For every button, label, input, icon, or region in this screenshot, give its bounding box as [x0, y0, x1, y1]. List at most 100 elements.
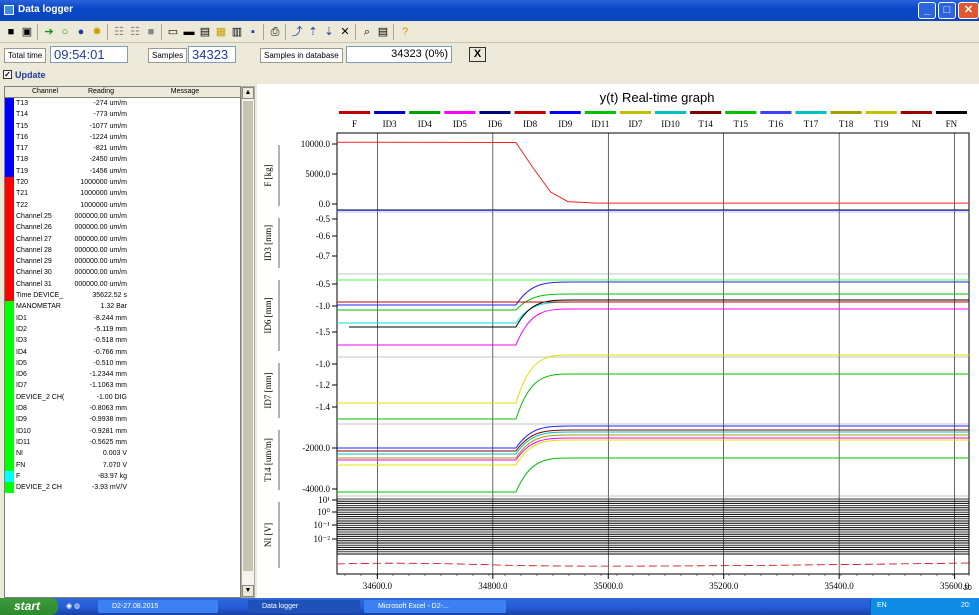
table-row[interactable]: T20 1000000 um/m — [5, 177, 240, 189]
language-indicator[interactable]: EN — [877, 602, 887, 609]
start-button[interactable]: start — [0, 598, 58, 615]
table-row[interactable]: F -83.97 kg — [5, 470, 240, 483]
settings-sun-icon[interactable]: ✹ — [92, 26, 102, 38]
quick-launch[interactable]: ◉ ◍ — [66, 603, 81, 610]
table-row[interactable]: T14 -773 um/m — [5, 109, 240, 121]
table-row[interactable]: ID9 -0.9938 mm — [5, 414, 240, 426]
channel-color-swatch — [5, 482, 14, 494]
task-data-logger[interactable]: Data logger — [248, 600, 360, 613]
window-icon[interactable]: ▣ — [21, 26, 33, 38]
maximize-button[interactable]: □ — [938, 2, 956, 19]
scroll-up-arrow-icon[interactable]: ▲ — [242, 87, 254, 99]
data-icon[interactable]: ▦ — [215, 26, 227, 38]
toolbar-separator — [263, 24, 264, 40]
channel-reading: 35622.52 s — [92, 292, 127, 300]
channel-name: T18 — [16, 156, 29, 164]
update-label[interactable]: Update — [15, 70, 46, 80]
column-header-channel[interactable]: Channel — [31, 88, 59, 95]
trend-icon[interactable]: ⤴ — [291, 26, 303, 38]
y-axis-label: ID7 [mm] — [263, 372, 273, 408]
save-icon[interactable]: ▪ — [251, 26, 255, 38]
update-checkbox[interactable]: ✓ — [3, 70, 12, 79]
chart-icon[interactable]: ▥ — [231, 26, 243, 38]
channel-reading: -821 um/m — [93, 145, 127, 153]
channel-name: T20 — [16, 179, 29, 187]
task-d2-folder[interactable]: D2-27.08.2015 — [98, 600, 218, 613]
stop-square-icon[interactable]: ■ — [7, 26, 15, 38]
table-row[interactable]: ID4 -0.766 mm — [5, 346, 240, 358]
legend-swatch — [549, 111, 581, 114]
table-row[interactable]: Channel 29 000000.00 um/m — [5, 256, 240, 268]
table-row[interactable]: T22 1000000 um/m — [5, 199, 240, 211]
table-row[interactable]: Channel 27 000000.00 um/m — [5, 233, 240, 245]
table-row[interactable]: DEVICE_2 CH -3.93 mV/V — [5, 482, 240, 494]
circle-icon[interactable]: ○ — [61, 26, 69, 38]
up-arrow-icon[interactable]: ⇡ — [308, 26, 318, 38]
minimize-button[interactable]: _ — [918, 2, 936, 19]
legend-swatch — [444, 111, 476, 114]
table-row[interactable]: NI 0.003 V — [5, 448, 240, 460]
table-row[interactable]: T17 -821 um/m — [5, 143, 240, 155]
table-row[interactable]: ID3 -0.518 mm — [5, 335, 240, 347]
table-row[interactable]: Channel 25 000000.00 um/m — [5, 210, 240, 223]
record-dot-icon[interactable]: ● — [77, 26, 85, 38]
channel-color-swatch — [5, 369, 14, 381]
task-microsoft-excel[interactable]: Microsoft Excel - D2-... — [364, 600, 506, 613]
table-row[interactable]: Time DEVICE_ 35622.52 s — [5, 290, 240, 302]
channel-reading: -3.93 mV/V — [91, 484, 127, 492]
table-row[interactable]: FN 7.070 V — [5, 459, 240, 471]
channel-color-swatch — [5, 425, 14, 437]
channel-reading: -1456 um/m — [89, 167, 127, 175]
table-row[interactable]: ID10 -0.9281 mm — [5, 425, 240, 437]
help-icon[interactable]: ? — [401, 26, 409, 38]
channel-name: F — [16, 472, 21, 480]
table-row[interactable]: Channel 26 000000.00 um/m — [5, 222, 240, 234]
table-scrollbar[interactable]: ▲ ▼ — [241, 86, 255, 598]
table-row[interactable]: T21 1000000 um/m — [5, 188, 240, 200]
print-icon[interactable]: ⎙ — [270, 26, 280, 38]
arrow-right-icon[interactable]: ➔ — [44, 26, 54, 38]
table-row[interactable]: T16 -1224 um/m — [5, 131, 240, 144]
zoom-icon[interactable]: ⌕ — [363, 26, 371, 38]
scroll-down-arrow-icon[interactable]: ▼ — [242, 585, 254, 597]
table-row[interactable]: T18 -2450 um/m — [5, 154, 240, 166]
table-row[interactable]: MANOMETAR 1.32 Bar — [5, 301, 240, 313]
stop-icon[interactable]: ■ — [147, 26, 155, 38]
y-tick-label: 10000.0 — [301, 139, 331, 149]
legend-entry: ID11 — [591, 119, 609, 129]
graph-icon[interactable]: ▬ — [183, 26, 195, 38]
channels2-icon[interactable]: ☷ — [130, 26, 140, 38]
scrollbar-thumb[interactable] — [243, 101, 253, 571]
column-header-message[interactable]: Message — [170, 88, 200, 95]
delete-icon[interactable]: ✕ — [340, 26, 350, 38]
legend-swatch — [374, 111, 406, 114]
monitor-icon[interactable]: ▭ — [167, 26, 179, 38]
table-row[interactable]: DEVICE_2 CH(-1.00 DIG — [5, 391, 240, 404]
table-row[interactable]: T15 -1077 um/m — [5, 120, 240, 132]
system-tray: EN 20: — [870, 598, 979, 615]
table-row[interactable]: Channel 28 000000.00 um/m — [5, 244, 240, 257]
table-row[interactable]: ID11 -0.5625 mm — [5, 436, 240, 449]
table-row[interactable]: ID7 -1.1063 mm — [5, 380, 240, 392]
channel-reading: 1000000 um/m — [80, 201, 127, 209]
table-row[interactable]: Channel 30 000000.00 um/m — [5, 267, 240, 279]
table-row[interactable]: ID2 -5.119 mm — [5, 323, 240, 336]
column-header-reading[interactable]: Reading — [87, 88, 115, 95]
close-button[interactable]: ✕ — [958, 2, 979, 19]
clear-database-button[interactable]: X — [469, 47, 486, 62]
channel-reading: -0.766 mm — [93, 348, 127, 356]
channels-icon[interactable]: ☷ — [114, 26, 124, 38]
table-row[interactable]: ID1 -8.244 mm — [5, 312, 240, 324]
table-row[interactable]: T19 -1456 um/m — [5, 165, 240, 178]
table-row[interactable]: ID5 -0.510 mm — [5, 357, 240, 370]
series-line — [337, 425, 969, 449]
table-row[interactable]: ID6 -1.2344 mm — [5, 369, 240, 381]
table-row[interactable]: Channel 31 000000.00 um/m — [5, 278, 240, 291]
table-row[interactable]: T13 -274 um/m — [5, 98, 240, 110]
text-icon[interactable]: ▤ — [377, 26, 389, 38]
toolbar-separator — [393, 24, 394, 40]
table-row[interactable]: ID8 -0.8063 mm — [5, 403, 240, 415]
legend-entry: ID5 — [453, 119, 467, 129]
list-icon[interactable]: ▤ — [199, 26, 211, 38]
down-arrow-icon[interactable]: ⇣ — [324, 26, 334, 38]
